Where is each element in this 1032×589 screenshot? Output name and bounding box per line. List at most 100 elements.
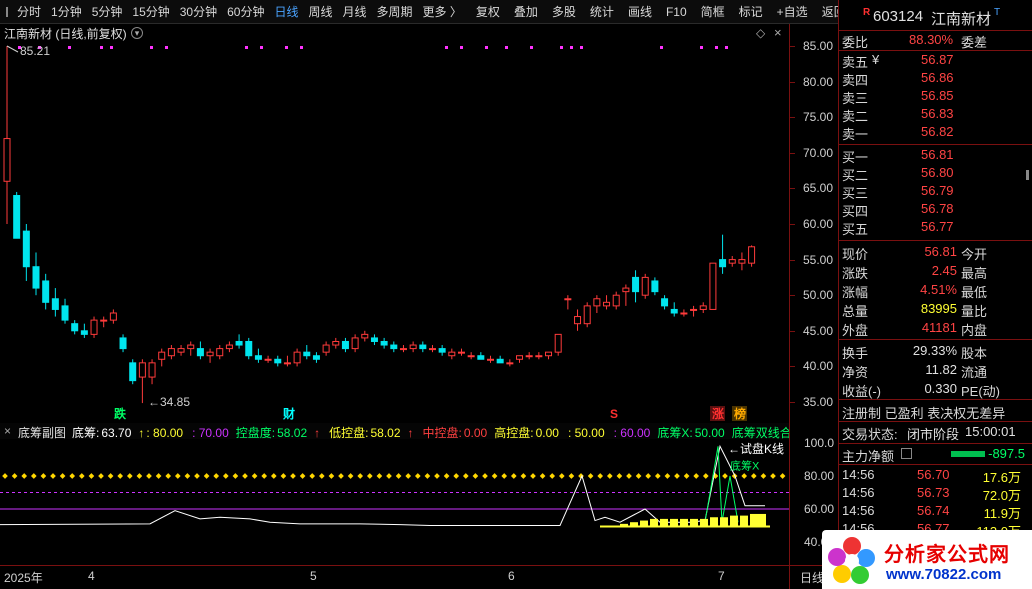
event-marker[interactable]: S [610, 407, 618, 421]
ask-row[interactable]: 卖三 56.85 [842, 88, 954, 106]
period-tab[interactable]: 更多 〉 [422, 4, 462, 19]
indicator-title[interactable]: 底筹副图 [18, 426, 67, 439]
list-icon[interactable] [901, 448, 912, 459]
candle[interactable] [419, 341, 427, 353]
candle[interactable] [332, 337, 340, 349]
candle[interactable] [719, 234, 727, 274]
candle[interactable] [100, 316, 108, 328]
event-marker[interactable]: 跌 [114, 406, 127, 421]
candle[interactable] [390, 341, 398, 353]
candle[interactable] [312, 352, 320, 363]
close-icon[interactable]: × [774, 25, 782, 40]
candle[interactable] [516, 355, 524, 363]
candle[interactable] [709, 262, 717, 310]
candle[interactable] [651, 277, 659, 296]
candle[interactable] [245, 337, 253, 360]
tool-button[interactable]: 统计 [589, 4, 614, 19]
candle[interactable] [593, 295, 601, 313]
tool-button[interactable]: 叠加 [513, 4, 538, 19]
tool-button[interactable]: 画线 [627, 4, 652, 19]
ask-row[interactable]: 卖一 56.82 [842, 124, 954, 142]
candle[interactable] [361, 330, 369, 342]
candle[interactable] [71, 320, 79, 335]
candle[interactable] [196, 341, 204, 360]
candle[interactable] [138, 359, 146, 404]
candle[interactable] [80, 323, 88, 338]
period-tab[interactable]: 30分钟 [179, 4, 218, 19]
candle[interactable] [225, 341, 233, 353]
event-marker[interactable]: 涨 [710, 406, 725, 421]
period-tab[interactable]: 15分钟 [132, 4, 170, 19]
candle[interactable] [457, 348, 465, 356]
candle[interactable] [167, 345, 175, 360]
candle[interactable] [380, 337, 388, 349]
candle[interactable] [525, 352, 533, 360]
candle[interactable] [254, 348, 262, 363]
bid-row[interactable]: 买四 56.78 [842, 201, 954, 219]
candle[interactable] [409, 341, 417, 353]
candle[interactable] [467, 352, 475, 360]
period-tab[interactable]: 日线 [274, 4, 299, 19]
candle[interactable] [554, 333, 562, 356]
bid-row[interactable]: 买五 56.77 [842, 219, 954, 237]
bid-row[interactable]: 买三 56.79 [842, 183, 954, 201]
tool-button[interactable]: 复权 [475, 4, 500, 19]
candle[interactable] [22, 224, 30, 281]
candle[interactable] [129, 359, 137, 385]
candle[interactable] [487, 355, 494, 363]
candle[interactable] [274, 355, 282, 367]
candle[interactable] [477, 352, 485, 360]
candle[interactable] [235, 334, 243, 349]
candle[interactable] [264, 355, 272, 363]
candle[interactable] [216, 345, 224, 360]
main-net-row[interactable]: 主力净额 -897.5 [842, 446, 1025, 464]
candle[interactable] [90, 316, 98, 338]
candle[interactable] [187, 341, 195, 356]
candle[interactable] [158, 348, 166, 367]
period-tab[interactable]: 分时 [17, 4, 42, 19]
candle[interactable] [661, 295, 669, 310]
candle[interactable] [496, 355, 504, 364]
candle[interactable] [341, 337, 349, 353]
candle[interactable] [603, 295, 611, 310]
ask-row[interactable]: 卖四 56.86 [842, 70, 954, 88]
candle[interactable] [699, 302, 707, 313]
candle[interactable] [109, 309, 117, 324]
period-label[interactable]: 日线 [800, 571, 825, 585]
tool-button[interactable]: 多股 [551, 4, 576, 19]
candle[interactable] [690, 305, 698, 317]
diamond-icon[interactable]: ◇ [756, 26, 766, 40]
candle[interactable] [3, 46, 11, 224]
bid-row[interactable]: 买一 56.81 [842, 147, 954, 165]
candle[interactable] [438, 345, 446, 356]
period-tab[interactable]: 1分钟 [51, 4, 82, 19]
candle[interactable] [399, 345, 407, 353]
candle[interactable] [61, 298, 69, 324]
candle[interactable] [13, 191, 21, 239]
tool-button[interactable]: F10 [665, 4, 687, 19]
event-marker[interactable]: 榜 [732, 406, 747, 421]
candle[interactable] [670, 302, 678, 317]
tool-button[interactable]: +自选 [776, 4, 808, 19]
tool-button[interactable]: 标记 [738, 4, 763, 19]
candle[interactable] [680, 309, 688, 317]
candle[interactable] [574, 309, 582, 331]
candle[interactable] [583, 302, 591, 328]
candle[interactable] [351, 334, 359, 353]
title-dropdown-icon[interactable]: ▾ [131, 27, 143, 39]
candle[interactable] [283, 355, 291, 367]
candle[interactable] [51, 288, 59, 317]
candle[interactable] [506, 359, 514, 367]
period-tab[interactable]: 60分钟 [227, 4, 265, 19]
candle[interactable] [545, 351, 553, 360]
ask-row[interactable]: 卖二 56.83 [842, 106, 954, 124]
menu-icon[interactable] [6, 6, 8, 17]
ask-row[interactable]: 卖五 ¥56.87 [842, 52, 954, 70]
candle[interactable] [738, 252, 746, 271]
period-tab[interactable]: 5分钟 [91, 4, 123, 19]
candle[interactable] [32, 252, 40, 296]
indicator-close-icon[interactable]: × [4, 424, 12, 438]
candle[interactable] [177, 345, 185, 356]
candle[interactable] [322, 341, 330, 356]
candle[interactable] [748, 245, 756, 267]
